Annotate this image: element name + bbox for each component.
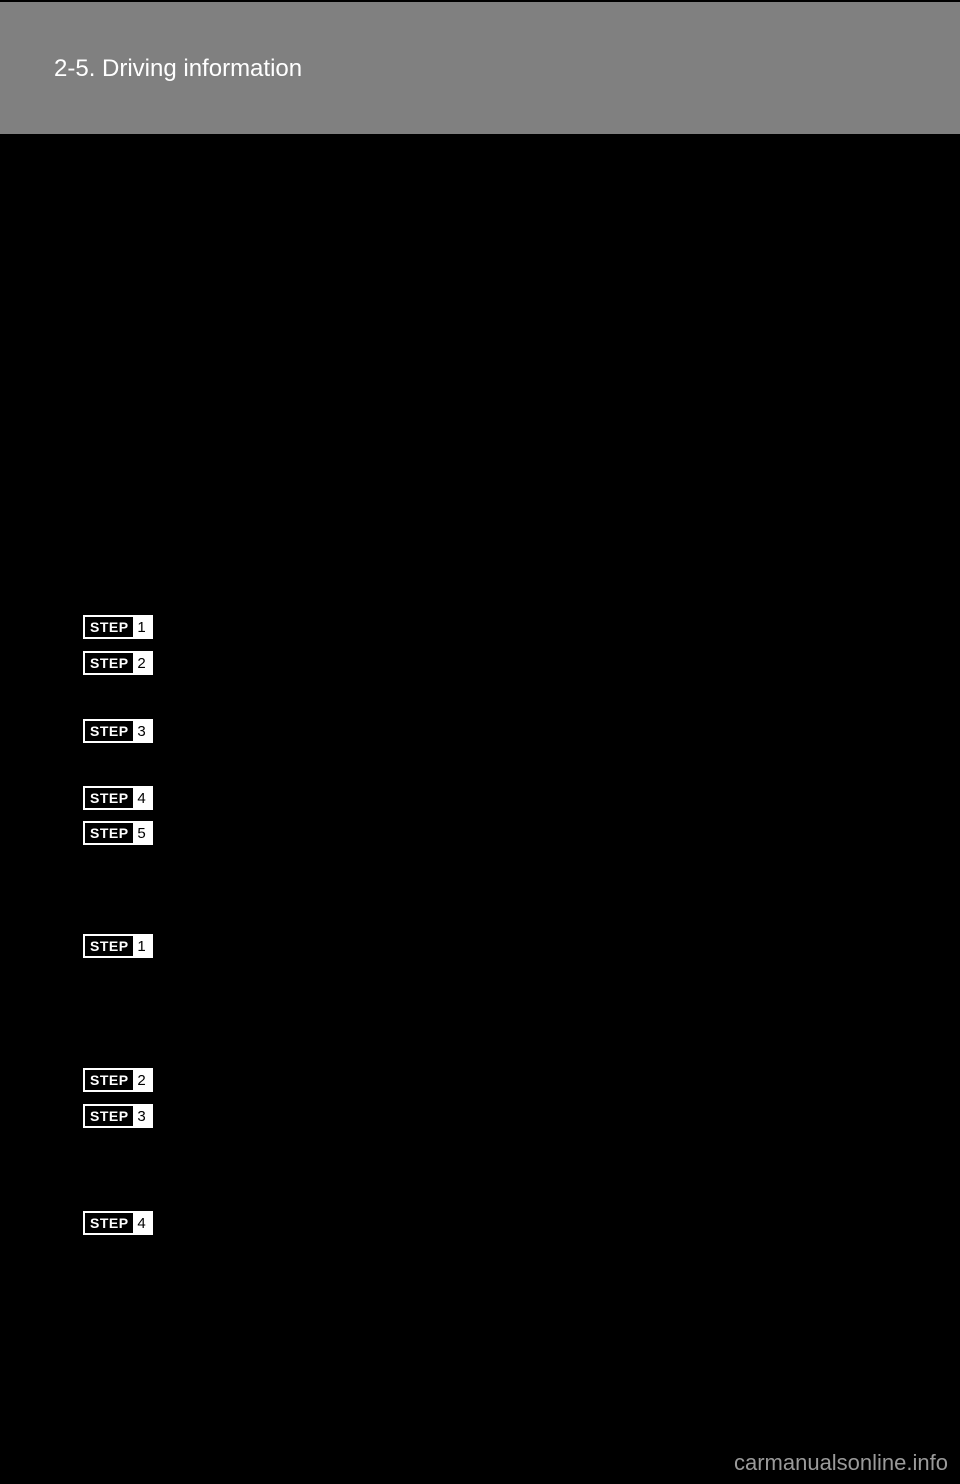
step-label: STEP [85,721,133,741]
step-row: STEP 4 [83,1211,153,1235]
step-number: 1 [133,936,151,956]
step-label: STEP [85,617,133,637]
step-label: STEP [85,1213,133,1233]
step-badge: STEP 3 [83,719,153,743]
step-label: STEP [85,1106,133,1126]
step-row: STEP 1 [83,934,153,958]
step-badge: STEP 1 [83,934,153,958]
footer-link[interactable]: carmanualsonline.info [734,1450,948,1476]
step-number: 5 [133,823,151,843]
step-row: STEP 3 [83,719,153,743]
page: 2-5. Driving information STEP 1 STEP 2 S… [0,0,960,1484]
step-badge: STEP 2 [83,651,153,675]
step-row: STEP 2 [83,1068,153,1092]
step-badge: STEP 4 [83,786,153,810]
step-badge: STEP 4 [83,1211,153,1235]
step-number: 2 [133,1070,151,1090]
step-number: 2 [133,653,151,673]
step-badge: STEP 5 [83,821,153,845]
step-row: STEP 3 [83,1104,153,1128]
step-number: 4 [133,1213,151,1233]
step-label: STEP [85,653,133,673]
step-number: 3 [133,721,151,741]
step-label: STEP [85,788,133,808]
step-number: 4 [133,788,151,808]
step-row: STEP 2 [83,651,153,675]
step-label: STEP [85,823,133,843]
step-badge: STEP 2 [83,1068,153,1092]
step-row: STEP 1 [83,615,153,639]
step-label: STEP [85,936,133,956]
step-badge: STEP 3 [83,1104,153,1128]
step-label: STEP [85,1070,133,1090]
step-row: STEP 5 [83,821,153,845]
header-band: 2-5. Driving information [0,2,960,134]
step-number: 3 [133,1106,151,1126]
step-badge: STEP 1 [83,615,153,639]
step-row: STEP 4 [83,786,153,810]
section-title: 2-5. Driving information [54,55,302,83]
step-number: 1 [133,617,151,637]
